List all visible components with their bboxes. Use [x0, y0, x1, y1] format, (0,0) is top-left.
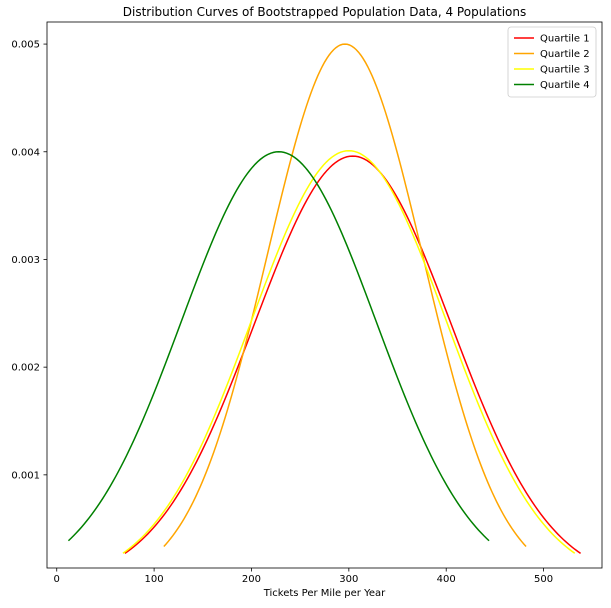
- legend-label-2: Quartile 2: [540, 49, 590, 60]
- x-tick-label: 100: [145, 574, 164, 585]
- legend-box: [507, 26, 597, 98]
- legend-label-3: Quartile 3: [540, 65, 590, 76]
- series-line-2: [163, 43, 527, 547]
- x-tick-label: 300: [339, 574, 358, 585]
- plot-frame: [46, 21, 603, 569]
- plot-background: [47, 22, 602, 568]
- series-line-4: [67, 151, 490, 542]
- y-tick-label: 0.001: [11, 470, 40, 481]
- legend: Quartile 1 Quartile 2 Quartile 3 Quartile 4: [507, 26, 597, 98]
- y-tick-label: 0.003: [11, 255, 40, 266]
- x-tick-label: 500: [534, 574, 553, 585]
- x-tick-label: 400: [437, 574, 456, 585]
- x-tick-label: 0: [54, 574, 60, 585]
- legend-label-1: Quartile 1: [540, 34, 590, 45]
- series-line-1: [124, 155, 582, 555]
- x-axis-label: Tickets Per Mile per Year: [263, 588, 386, 599]
- x-tick-label: 200: [242, 574, 261, 585]
- legend-label-4: Quartile 4: [540, 80, 590, 91]
- y-tick-label: 0.002: [11, 363, 40, 374]
- series-line-3: [122, 149, 576, 554]
- chart-title: Distribution Curves of Bootstrapped Popu…: [123, 5, 526, 19]
- y-tick-label: 0.005: [11, 40, 40, 51]
- tick-group: 0 100 200 300 400 500 0.001 0.002 0.003 0.004 0.00…: [11, 40, 553, 585]
- y-tick-label: 0.004: [11, 147, 40, 158]
- curve-group: [67, 43, 582, 555]
